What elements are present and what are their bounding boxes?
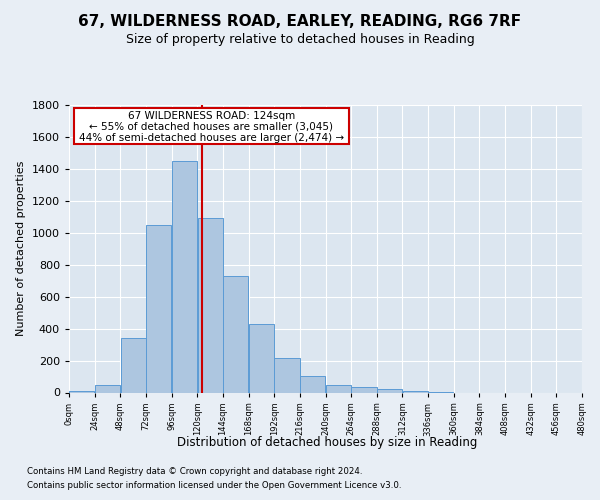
Bar: [300, 376, 325, 392]
Bar: [197, 218, 223, 392]
Bar: [172, 161, 197, 392]
Text: Distribution of detached houses by size in Reading: Distribution of detached houses by size …: [177, 436, 477, 449]
Bar: [403, 391, 428, 392]
Bar: [121, 338, 146, 392]
Text: Size of property relative to detached houses in Reading: Size of property relative to detached ho…: [125, 33, 475, 46]
Text: Contains public sector information licensed under the Open Government Licence v3: Contains public sector information licen…: [27, 480, 401, 490]
Y-axis label: Number of detached properties: Number of detached properties: [16, 161, 26, 336]
Bar: [95, 384, 120, 392]
Bar: [274, 358, 299, 392]
Text: ← 55% of detached houses are smaller (3,045): ← 55% of detached houses are smaller (3,…: [89, 122, 334, 132]
Text: 44% of semi-detached houses are larger (2,474) →: 44% of semi-detached houses are larger (…: [79, 133, 344, 143]
Bar: [146, 225, 172, 392]
Bar: [352, 387, 377, 392]
Text: Contains HM Land Registry data © Crown copyright and database right 2024.: Contains HM Land Registry data © Crown c…: [27, 466, 362, 475]
FancyBboxPatch shape: [74, 108, 349, 144]
Bar: [69, 391, 94, 392]
Bar: [377, 390, 402, 392]
Text: 67 WILDERNESS ROAD: 124sqm: 67 WILDERNESS ROAD: 124sqm: [128, 111, 295, 121]
Bar: [326, 384, 351, 392]
Bar: [249, 324, 274, 392]
Bar: [223, 276, 248, 392]
Text: 67, WILDERNESS ROAD, EARLEY, READING, RG6 7RF: 67, WILDERNESS ROAD, EARLEY, READING, RG…: [79, 14, 521, 29]
